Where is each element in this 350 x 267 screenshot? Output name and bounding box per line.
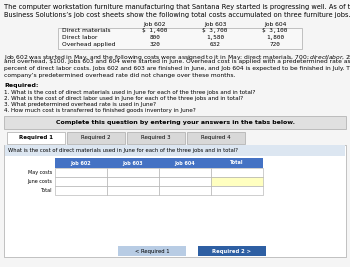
Text: Complete this question by entering your answers in the tabs below.: Complete this question by entering your … [56,120,294,125]
Text: and overhead, $100. Jobs 603 and 604 were started in June. Overhead cost is appl: and overhead, $100. Jobs 603 and 604 wer… [4,60,350,65]
Bar [55,177,107,186]
Text: 2. What is the cost of direct labor used in June for each of the three jobs and : 2. What is the cost of direct labor used… [4,96,243,101]
Bar [211,168,263,177]
Text: Business Solutions’s job cost sheets show the following total costs accumulated : Business Solutions’s job cost sheets sho… [4,12,350,18]
Bar [107,186,159,195]
Text: $ 3,100: $ 3,100 [262,28,288,33]
Text: Required 2 >: Required 2 > [212,249,252,253]
Text: Job 602 was started in May, and the following costs were assigned to it in May: : Job 602 was started in May, and the foll… [4,53,350,62]
Text: Required 2: Required 2 [81,135,111,140]
Text: Total: Total [41,188,52,193]
Text: percent of direct labor costs. Jobs 602 and 603 are finished in June, and Job 60: percent of direct labor costs. Jobs 602 … [4,66,350,71]
Bar [211,186,263,195]
Text: 720: 720 [270,42,280,47]
Bar [159,168,211,177]
Text: Direct materials: Direct materials [62,28,111,33]
Bar [107,168,159,177]
Text: 632: 632 [210,42,221,47]
Bar [127,132,185,144]
Text: company’s predetermined overhead rate did not change over these months.: company’s predetermined overhead rate di… [4,73,235,77]
Text: < Required 1: < Required 1 [135,249,169,253]
Bar [4,145,346,257]
Text: Job 603: Job 603 [204,22,226,27]
Bar [198,246,266,256]
Text: 800: 800 [149,35,160,40]
Text: Job 602: Job 602 [144,22,166,27]
Text: Required 4: Required 4 [201,135,231,140]
Bar [7,132,65,144]
Text: 320: 320 [149,42,160,47]
Text: $ 3,700: $ 3,700 [202,28,228,33]
Bar [211,177,263,186]
Text: Total: Total [230,160,244,166]
Bar [55,168,107,177]
Text: $ 1,400: $ 1,400 [142,28,168,33]
Text: Required:: Required: [4,83,38,88]
Text: Required 1: Required 1 [19,135,53,140]
Bar [55,158,263,168]
Text: 1,580: 1,580 [206,35,224,40]
Text: Overhead applied: Overhead applied [62,42,116,47]
Text: Job 604: Job 604 [264,22,286,27]
Text: 1,800: 1,800 [266,35,284,40]
Text: 4. How much cost is transferred to finished goods inventory in June?: 4. How much cost is transferred to finis… [4,108,196,113]
Bar [58,28,302,49]
Bar [118,246,186,256]
Bar [4,116,346,129]
Bar [107,177,159,186]
Text: Job 604: Job 604 [175,160,195,166]
Text: June costs: June costs [27,179,52,184]
Text: Direct labor: Direct labor [62,35,98,40]
Bar [67,132,125,144]
Text: 3. What predetermined overhead rate is used in June?: 3. What predetermined overhead rate is u… [4,102,156,107]
Bar [55,186,107,195]
Text: Required 3: Required 3 [141,135,171,140]
Text: 1. What is the cost of direct materials used in June for each of the three jobs : 1. What is the cost of direct materials … [4,90,255,95]
Text: The computer workstation furniture manufacturing that Santana Rey started is pro: The computer workstation furniture manuf… [4,4,350,10]
Bar [5,145,345,156]
Bar [159,177,211,186]
Text: May costs: May costs [28,170,52,175]
Bar [159,186,211,195]
Text: What is the cost of direct materials used in June for each of the three jobs and: What is the cost of direct materials use… [8,148,238,153]
Text: Job 603: Job 603 [123,160,143,166]
Text: Job 602: Job 602 [71,160,91,166]
Bar [187,132,245,144]
